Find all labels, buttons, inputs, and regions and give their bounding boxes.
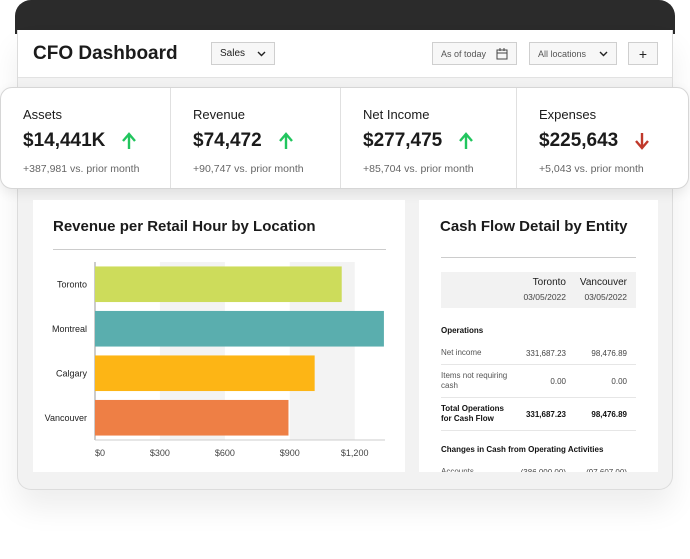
- kpi-label: Net Income: [363, 107, 430, 122]
- kpi-value: $277,475: [363, 130, 474, 152]
- bar: [95, 266, 342, 303]
- y-tick-label: Calgary: [56, 368, 88, 378]
- section-header: Operations: [441, 322, 636, 342]
- table-row: Items not requiring cash 0.00 0.00: [441, 365, 636, 398]
- column-date: 03/05/2022: [523, 292, 566, 302]
- row-label: Items not requiring cash: [441, 371, 508, 390]
- kpi-cell: Net Income $277,475 +85,704 vs. prior mont…: [340, 88, 516, 188]
- kpi-label: Expenses: [539, 107, 597, 122]
- cell: 331,687.23: [525, 409, 566, 419]
- cell: (386,000.00): [520, 467, 566, 473]
- kpi-value: $14,441K: [23, 130, 137, 152]
- window-top-bar: [15, 0, 675, 34]
- trend-arrow: [122, 132, 137, 149]
- kpi-change: +387,981 vs. prior month: [23, 163, 140, 175]
- arrow: [635, 133, 650, 150]
- cell: 0.00: [611, 376, 627, 386]
- table-row: Net income 331,687.23 98,476.89: [441, 342, 636, 365]
- kpi-value: $225,643: [539, 130, 650, 152]
- row-label: Net income: [441, 348, 482, 357]
- add-label: +: [638, 45, 648, 62]
- y-tick-label: Montreal: [52, 324, 87, 334]
- trend-arrow: [635, 133, 650, 150]
- location-filter[interactable]: All locations: [529, 42, 617, 65]
- kpi-number: $14,441K: [23, 130, 106, 151]
- x-tick-label: $300: [150, 448, 170, 458]
- bar: [95, 310, 384, 347]
- row-label: Accounts: [441, 467, 474, 472]
- view-dropdown[interactable]: Sales: [211, 42, 275, 65]
- x-tick-label: $600: [215, 448, 235, 458]
- bar: [95, 355, 315, 392]
- cell: 0.00: [550, 376, 566, 386]
- location-label: All locations: [538, 48, 587, 59]
- kpi-change: +85,704 vs. prior month: [363, 163, 474, 175]
- trend-arrow: [278, 132, 293, 149]
- date-label: As of today: [441, 48, 487, 59]
- kpi-cell: Revenue $74,472 +90,747 vs. prior month: [170, 88, 340, 188]
- table-row: Accounts (386,000.00) (97,607.00): [441, 461, 636, 472]
- kpi-label: Revenue: [193, 107, 246, 122]
- cell: (97,607.00): [586, 467, 627, 473]
- arrow: [459, 132, 474, 149]
- chevron: [599, 51, 608, 56]
- calendar-icon: [496, 47, 508, 59]
- column-date: 03/05/2022: [584, 292, 627, 302]
- kpi-change: +5,043 vs. prior month: [539, 163, 644, 175]
- cell: 331,687.23: [525, 348, 566, 358]
- bar-chart: $0 $300 $600 $900 $1,200 Toronto Montreal Calga…: [45, 262, 385, 458]
- kpi-cell: Expenses $225,643 +5,043 vs. prior month: [516, 88, 689, 188]
- column-name: Toronto: [532, 277, 566, 288]
- y-tick-label: Vancouver: [45, 413, 87, 423]
- kpi-number: $74,472: [193, 130, 262, 151]
- divider: [441, 257, 636, 258]
- kpi-number: $277,475: [363, 130, 443, 151]
- divider: [53, 249, 386, 250]
- x-tick-label: $0: [95, 448, 105, 458]
- kpi-value: $74,472: [193, 130, 294, 152]
- y-tick-label: Toronto: [57, 279, 87, 289]
- dashboard-title: CFO Dashboard: [33, 43, 178, 64]
- date-filter[interactable]: As of today: [432, 42, 517, 65]
- row-label: Changes in Cash from Operating Activitie…: [441, 445, 604, 454]
- bar: [95, 399, 289, 436]
- add-button[interactable]: +: [628, 42, 658, 65]
- kpi-change: +90,747 vs. prior month: [193, 163, 304, 175]
- x-tick-label: $900: [280, 448, 300, 458]
- table-header: Toronto 03/05/2022 Vancouver 03/05/2022: [441, 272, 636, 308]
- chevron: [257, 51, 266, 56]
- kpi-number: $225,643: [539, 130, 619, 151]
- section-header: Changes in Cash from Operating Activitie…: [441, 431, 636, 461]
- chart-title: Revenue per Retail Hour by Location: [53, 218, 316, 235]
- table-row: Total Operations for Cash Flow 331,687.23…: [441, 398, 636, 431]
- trend-arrow: [459, 132, 474, 149]
- arrow: [122, 132, 137, 149]
- table-title: Cash Flow Detail by Entity: [440, 218, 628, 235]
- row-label: Total Operations for Cash Flow: [441, 404, 504, 423]
- x-tick-label: $1,200: [341, 448, 369, 458]
- header: CFO Dashboard Sales As of today All loca…: [18, 30, 672, 78]
- view-label: Sales: [220, 48, 246, 59]
- kpi-cell: Assets $14,441K +387,981 vs. prior month: [1, 88, 170, 188]
- table-body: Operations Net income 331,687.23 98,476.89 I…: [441, 322, 636, 472]
- table-panel: Cash Flow Detail by Entity Toronto 03/05/…: [419, 200, 658, 472]
- arrow: [278, 132, 293, 149]
- kpi-strip: Assets $14,441K +387,981 vs. prior month Re…: [0, 87, 689, 189]
- cell: 98,476.89: [591, 348, 627, 358]
- kpi-label: Assets: [23, 107, 63, 122]
- row-label: Operations: [441, 326, 484, 335]
- column-name: Vancouver: [579, 277, 627, 288]
- cell: 98,476.89: [591, 409, 627, 419]
